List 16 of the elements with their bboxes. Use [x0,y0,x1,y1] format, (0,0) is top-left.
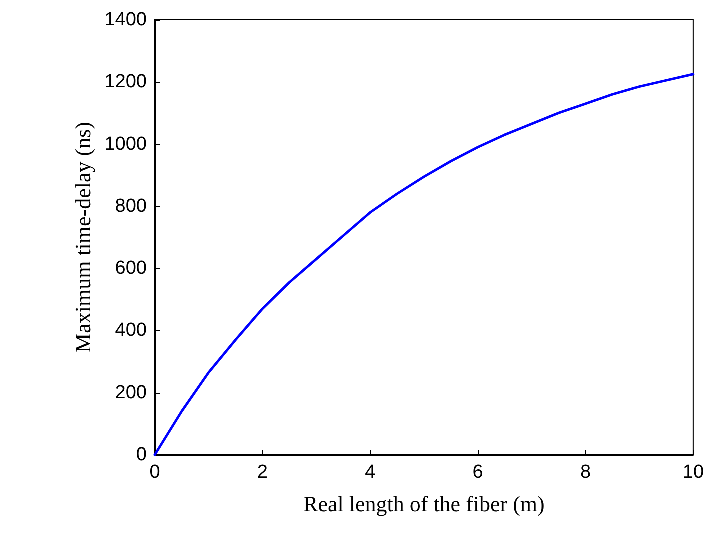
x-tick-label: 6 [472,462,484,483]
y-tick-label: 600 [115,258,147,280]
x-tick-label: 4 [365,462,376,483]
x-axis-title: Real length of the fiber (m) [304,492,545,516]
x-tick-label: 2 [257,462,268,483]
y-tick-label: 400 [115,320,147,342]
y-tick-label: 200 [115,382,147,404]
y-axis-title: Maximum time-delay (ns) [70,122,96,353]
y-tick-label: 800 [115,196,147,217]
x-tick-label: 8 [580,462,592,483]
y-tick-label: 1000 [104,134,147,155]
y-tick-label: 1400 [104,10,147,30]
x-tick-label: 10 [682,462,704,483]
y-tick-label: 0 [136,444,147,466]
y-tick-label: 1200 [104,72,147,93]
x-tick-label: 0 [150,462,160,483]
